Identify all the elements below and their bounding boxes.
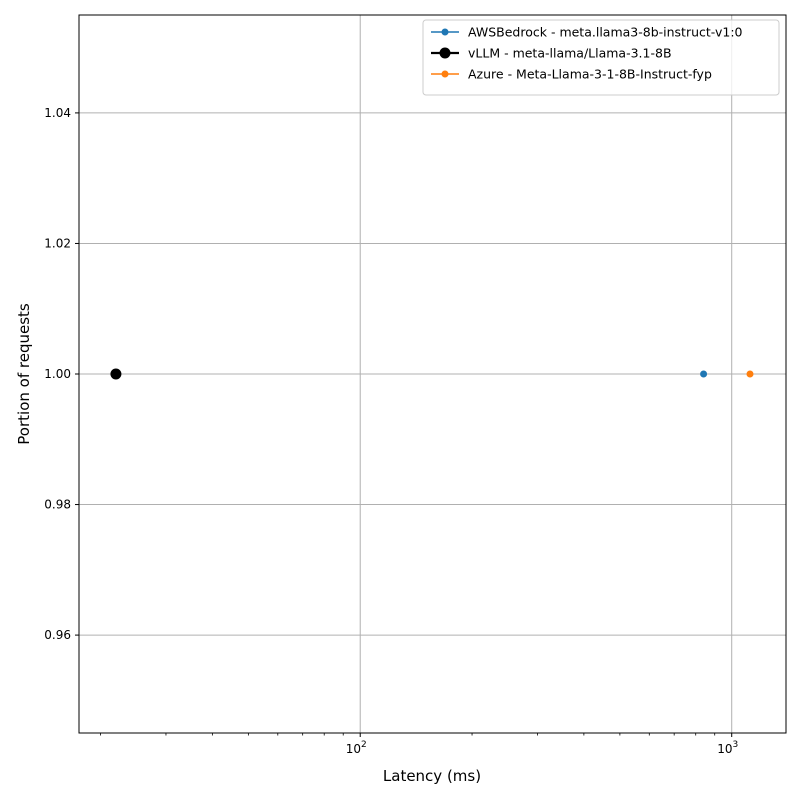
grid	[79, 15, 786, 733]
x-tick-label-base: 10	[717, 742, 732, 756]
y-tick-label: 0.98	[44, 498, 71, 512]
legend-marker	[439, 47, 451, 59]
plot-frame	[78, 14, 787, 734]
x-tick-label-base: 10	[346, 742, 361, 756]
legend-label: vLLM - meta-llama/Llama-3.1-8B	[468, 46, 672, 61]
data-point	[110, 368, 122, 380]
x-tick-label-exponent: 2	[361, 740, 367, 750]
legend: AWSBedrock - meta.llama3-8b-instruct-v1:…	[422, 19, 780, 96]
x-tick-label: 103	[717, 740, 738, 756]
y-tick-label: 1.04	[44, 106, 71, 120]
y-tick-label: 1.00	[44, 367, 71, 381]
x-tick-label: 102	[346, 740, 367, 756]
y-tick-label: 1.02	[44, 236, 71, 250]
legend-label: AWSBedrock - meta.llama3-8b-instruct-v1:…	[468, 25, 743, 40]
legend-marker	[441, 28, 449, 36]
y-tick-label: 0.96	[44, 628, 71, 642]
legend-marker	[441, 70, 449, 78]
data-point	[746, 370, 754, 378]
x-axis-label: Latency (ms)	[383, 767, 481, 785]
legend-box	[422, 19, 780, 96]
legend-label: Azure - Meta-Llama-3-1-8B-Instruct-fyp	[468, 67, 712, 82]
x-tick-label-exponent: 3	[732, 740, 738, 750]
data-point	[700, 370, 708, 378]
y-axis-label: Portion of requests	[15, 303, 33, 445]
data-points	[110, 368, 754, 380]
